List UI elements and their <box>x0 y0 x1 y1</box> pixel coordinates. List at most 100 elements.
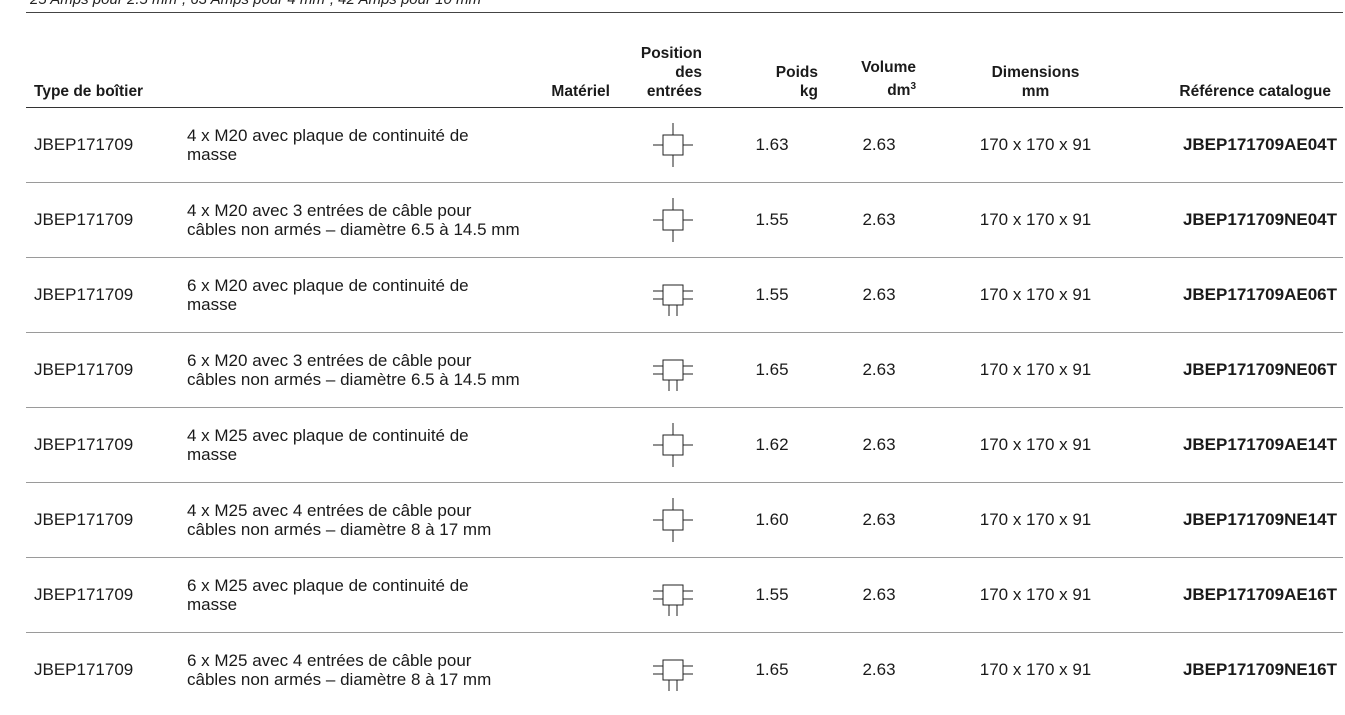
table-row: JBEP171709 6 x M20 avec 3 entrées de câbl… <box>26 332 1343 408</box>
cell-weight: 1.55 <box>714 182 830 258</box>
cell-type: JBEP171709 <box>26 107 179 183</box>
cell-position <box>634 557 714 633</box>
cell-volume: 2.63 <box>830 482 928 558</box>
cell-position <box>634 182 714 258</box>
entry-4-icon <box>634 197 714 243</box>
cell-type: JBEP171709 <box>26 257 179 333</box>
cell-reference: JBEP171709AE06T <box>1143 257 1343 333</box>
header-row: Type de boîtier Matériel Position des en… <box>26 13 1343 108</box>
top-note: 25 Amps pour 2.5 mm², 63 Amps pour 4 mm²… <box>30 0 486 9</box>
table-row: JBEP171709 4 x M20 avec 3 entrées de câbl… <box>26 182 1343 258</box>
cell-dimensions: 170 x 170 x 91 <box>928 482 1143 558</box>
table-row: JBEP171709 6 x M20 avec plaque de continu… <box>26 257 1343 333</box>
header-reference-label: Référence catalogue <box>1179 82 1331 100</box>
cell-reference: JBEP171709AE04T <box>1143 107 1343 183</box>
top-rule <box>26 12 1343 13</box>
cell-dimensions: 170 x 170 x 91 <box>979 660 1092 680</box>
cell-reference: JBEP171709NE04T <box>1143 182 1343 258</box>
material-line2: câbles non armés – diamètre 8 à 17 mm <box>187 519 492 539</box>
header-position: Position des entrées <box>634 13 714 108</box>
cell-volume: 2.63 <box>830 257 928 333</box>
entry-4-icon <box>634 422 714 468</box>
cell-type: JBEP171709 <box>26 482 179 558</box>
cell-material: 6 x M25 avec plaque de continuité de mass… <box>179 557 634 633</box>
cell-weight: 1.63 <box>714 107 830 183</box>
header-volume-exponent: 3 <box>910 81 916 93</box>
header-reference: Référence catalogue <box>1143 13 1343 108</box>
cell-weight: 1.65 <box>714 332 830 408</box>
header-dimensions: Dimensions mm <box>928 13 1143 108</box>
cell-dimensions: 170 x 170 x 91 <box>928 557 1143 633</box>
cell-material: 6 x M25 avec 4 entrées de câble pour câbl… <box>179 632 634 707</box>
material-line2: masse <box>187 294 238 314</box>
cell-position <box>634 257 714 333</box>
cell-material: 4 x M20 avec 3 entrées de câble pour câbl… <box>179 182 634 258</box>
header-type: Type de boîtier <box>26 13 179 108</box>
material-line2: câbles non armés – diamètre 6.5 à 14.5 m… <box>187 219 520 239</box>
cell-weight: 1.62 <box>714 407 830 483</box>
table-row: JBEP171709 4 x M25 avec 4 entrées de câbl… <box>26 482 1343 558</box>
product-table: Type de boîtier Matériel Position des en… <box>26 13 1343 707</box>
cell-material: 4 x M20 avec plaque de continuité de mass… <box>179 107 634 183</box>
entry-6-icon <box>634 647 714 693</box>
header-volume-line1: Volume <box>861 59 916 77</box>
cell-material: 4 x M25 avec plaque de continuité de mass… <box>179 407 634 483</box>
cell-material: 4 x M25 avec 4 entrées de câble pour câbl… <box>179 482 634 558</box>
table-row: JBEP171709 4 x M20 avec plaque de continu… <box>26 107 1343 183</box>
cell-position <box>634 482 714 558</box>
entry-6-icon <box>634 572 714 618</box>
cell-reference: JBEP171709NE06T <box>1143 332 1343 408</box>
material-line2: masse <box>187 594 238 614</box>
material-line1: 6 x M25 avec 4 entrées de câble pour <box>187 650 472 670</box>
header-weight: Poids kg <box>714 13 830 108</box>
material-line1: 6 x M20 avec 3 entrées de câble pour <box>187 350 472 370</box>
cell-weight: 1.55 <box>714 557 830 633</box>
cell-weight: 1.65 <box>755 660 789 680</box>
entry-4-icon <box>634 497 714 543</box>
material-line1: 4 x M25 avec plaque de continuité de <box>187 425 469 445</box>
material-line1: 4 x M20 avec plaque de continuité de <box>187 125 469 145</box>
header-position-line2: des <box>675 63 702 81</box>
cell-reference: JBEP171709AE16T <box>1143 557 1343 633</box>
entry-4-icon <box>634 122 714 168</box>
entry-6-icon <box>634 347 714 393</box>
entry-6-icon <box>634 272 714 318</box>
cell-volume: 2.63 <box>830 407 928 483</box>
cell-type: JBEP171709 <box>26 407 179 483</box>
cell-position <box>634 407 714 483</box>
cell-position <box>634 107 714 183</box>
cell-dimensions: 170 x 170 x 91 <box>928 182 1143 258</box>
cell-weight: 1.55 <box>714 257 830 333</box>
material-line1: 4 x M25 avec 4 entrées de câble pour <box>187 500 472 520</box>
cell-dimensions: 170 x 170 x 91 <box>928 257 1143 333</box>
cell-type: JBEP171709 <box>34 660 134 680</box>
header-weight-line1: Poids <box>775 63 818 81</box>
material-line2: masse <box>187 444 238 464</box>
cell-volume: 2.63 <box>830 332 928 408</box>
material-line1: 6 x M20 avec plaque de continuité de <box>187 275 469 295</box>
header-material-label: Matériel <box>551 82 610 100</box>
material-line2: câbles non armés – diamètre 6.5 à 14.5 m… <box>187 369 520 389</box>
cell-volume: 2.63 <box>830 107 928 183</box>
table-row: JBEP171709 4 x M25 avec plaque de continu… <box>26 407 1343 483</box>
cell-volume: 2.63 <box>830 557 928 633</box>
header-weight-line2: kg <box>799 82 818 100</box>
material-line1: 6 x M25 avec plaque de continuité de <box>187 575 469 595</box>
material-line2: câbles non armés – diamètre 8 à 17 mm <box>187 669 492 689</box>
cell-dimensions: 170 x 170 x 91 <box>928 332 1143 408</box>
cell-dimensions: 170 x 170 x 91 <box>928 407 1143 483</box>
cell-position <box>634 632 714 707</box>
cell-dimensions: 170 x 170 x 91 <box>928 107 1143 183</box>
cell-material: 6 x M20 avec 3 entrées de câble pour câbl… <box>179 332 634 408</box>
cell-type: JBEP171709 <box>26 332 179 408</box>
header-dimensions-line2: mm <box>1021 82 1050 100</box>
cell-volume: 2.63 <box>830 182 928 258</box>
material-line1: 4 x M20 avec 3 entrées de câble pour <box>187 200 472 220</box>
header-position-line3: entrées <box>646 82 702 100</box>
cell-type: JBEP171709 <box>26 182 179 258</box>
header-type-label: Type de boîtier <box>34 82 144 100</box>
cell-type: JBEP171709 <box>26 557 179 633</box>
table-row: JBEP171709 6 x M25 avec plaque de continu… <box>26 557 1343 633</box>
header-material: Matériel <box>179 13 634 108</box>
table-row: JBEP171709 6 x M25 avec 4 entrées de câbl… <box>26 632 1343 707</box>
